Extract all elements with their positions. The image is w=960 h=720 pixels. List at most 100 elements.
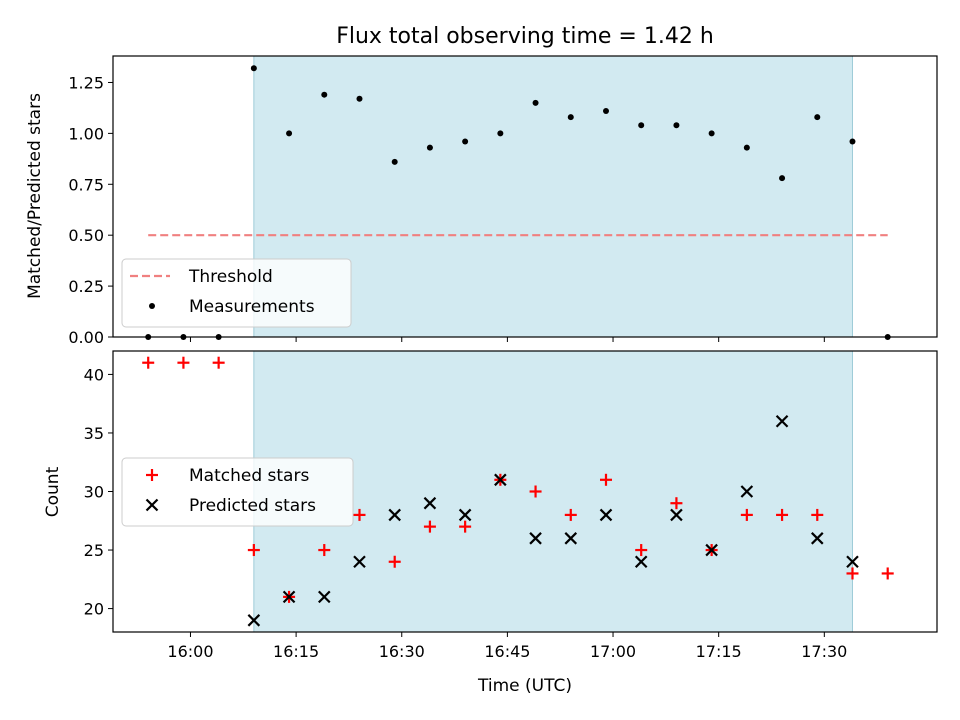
x-stroke-b	[599, 508, 613, 522]
y-tick-label: 0.50	[68, 226, 104, 245]
predicted-stars-point	[247, 614, 261, 627]
predicted-stars-point	[388, 508, 401, 522]
x-tick-label: 16:30	[379, 642, 425, 661]
y-tick-label: 30	[84, 483, 104, 502]
count-y-axis-label: Count	[43, 466, 63, 517]
x-stroke-b	[247, 614, 261, 627]
measurement-point	[743, 144, 750, 151]
predicted-stars-point	[494, 473, 507, 487]
x-tick-label: 17:30	[801, 642, 847, 661]
x-stroke-b	[564, 532, 578, 545]
predicted-stars-point	[775, 414, 789, 428]
measurement-point	[321, 91, 328, 98]
x-stroke-b	[775, 414, 789, 428]
legend-label: Matched stars	[189, 466, 309, 486]
matched-stars-point	[247, 544, 260, 557]
x-stroke-b	[388, 508, 401, 522]
measurement-point	[602, 107, 609, 114]
matched-stars-point	[670, 497, 683, 510]
x-tick-label: 17:15	[696, 642, 742, 661]
y-tick-label: 0.25	[68, 277, 104, 296]
x-tick-label: 17:00	[590, 642, 636, 661]
y-tick-label: 25	[84, 541, 104, 560]
matched-stars-point	[740, 508, 753, 521]
predicted-stars-point	[353, 555, 366, 569]
matched-stars-point	[635, 544, 648, 557]
y-tick-label: 20	[84, 600, 104, 619]
matched-stars-point	[564, 508, 577, 521]
legend: Threshold Measurements	[121, 258, 352, 328]
y-tick-label: 0.00	[68, 328, 104, 347]
chart-title: Flux total observing time = 1.42 h	[336, 24, 714, 49]
measurement-point	[567, 114, 574, 121]
matched-stars-point	[177, 356, 190, 369]
legend-label: Threshold	[188, 267, 273, 287]
y-tick-label: 40	[84, 365, 104, 384]
legend-measurement-swatch	[149, 303, 155, 309]
predicted-stars-point	[599, 508, 613, 522]
matched-stars-point	[423, 520, 436, 533]
legend-box	[121, 258, 352, 328]
legend-label: Predicted stars	[189, 496, 316, 516]
x-tick-label: 16:15	[273, 642, 319, 661]
legend-matched-swatch	[146, 469, 158, 481]
x-stroke-b	[318, 590, 331, 604]
x-stroke-b	[423, 496, 437, 510]
measurement-point	[673, 122, 680, 129]
measurement-point	[638, 122, 645, 129]
predicted-stars-point	[846, 555, 859, 569]
measurement-point	[426, 144, 433, 151]
matched-stars-point	[846, 567, 859, 580]
predicted-stars-point	[423, 496, 437, 510]
x-stroke-b	[705, 543, 718, 557]
matched-stars-point	[776, 508, 789, 521]
x-stroke-b	[282, 590, 296, 604]
matched-stars-point	[388, 555, 401, 568]
x-stroke-b	[494, 473, 507, 487]
predicted-stars-point	[740, 485, 754, 498]
x-tick-label: 16:00	[167, 642, 213, 661]
ratio-panel: Flux total observing time = 1.42 h Match…	[25, 24, 938, 347]
measurement-point	[250, 65, 257, 72]
measurement-point	[462, 138, 469, 145]
y-tick-label: 1.25	[68, 73, 104, 92]
time-x-axis-label: Time (UTC)	[477, 676, 572, 696]
matched-stars-point	[459, 520, 472, 533]
predicted-stars-point	[564, 532, 578, 545]
observing-interval-shade	[253, 56, 853, 337]
measurement-point	[356, 95, 363, 102]
legend: Matched stars Predicted stars	[121, 457, 354, 527]
predicted-stars-point	[670, 508, 683, 522]
matched-stars-point	[212, 356, 225, 369]
count-plot-area: 20 25 30 35 40 16:00 16:15 16:30 16:45 17:00 17:15…	[84, 350, 938, 661]
matched-stars-point	[353, 508, 366, 521]
matched-stars-point	[599, 473, 612, 486]
x-stroke-b	[458, 508, 472, 522]
x-stroke-b	[810, 532, 824, 545]
measurement-point	[532, 99, 539, 106]
predicted-stars-point	[810, 532, 824, 545]
measurement-point	[849, 138, 856, 145]
predicted-stars-point	[318, 590, 331, 604]
matched-stars-point	[811, 508, 824, 521]
x-tick-label: 16:45	[484, 642, 530, 661]
predicted-stars-point	[705, 543, 718, 557]
x-stroke-b	[740, 485, 754, 498]
matched-stars-point	[142, 356, 155, 369]
ratio-y-axis-label: Matched/Predicted stars	[25, 93, 45, 299]
y-tick-label: 35	[84, 424, 104, 443]
x-stroke-b	[529, 532, 542, 545]
measurement-point	[497, 130, 504, 137]
predicted-stars-point	[529, 532, 542, 545]
measurement-point	[708, 130, 715, 137]
measurement-point	[391, 158, 398, 165]
legend-predicted-swatch	[145, 498, 159, 512]
matched-stars-point	[881, 567, 894, 580]
predicted-stars-point	[282, 590, 296, 604]
predicted-stars-point	[458, 508, 472, 522]
x-stroke-b	[846, 555, 859, 569]
measurement-point	[814, 114, 821, 121]
legend-box	[121, 457, 354, 527]
y-tick-label: 1.00	[68, 124, 104, 143]
